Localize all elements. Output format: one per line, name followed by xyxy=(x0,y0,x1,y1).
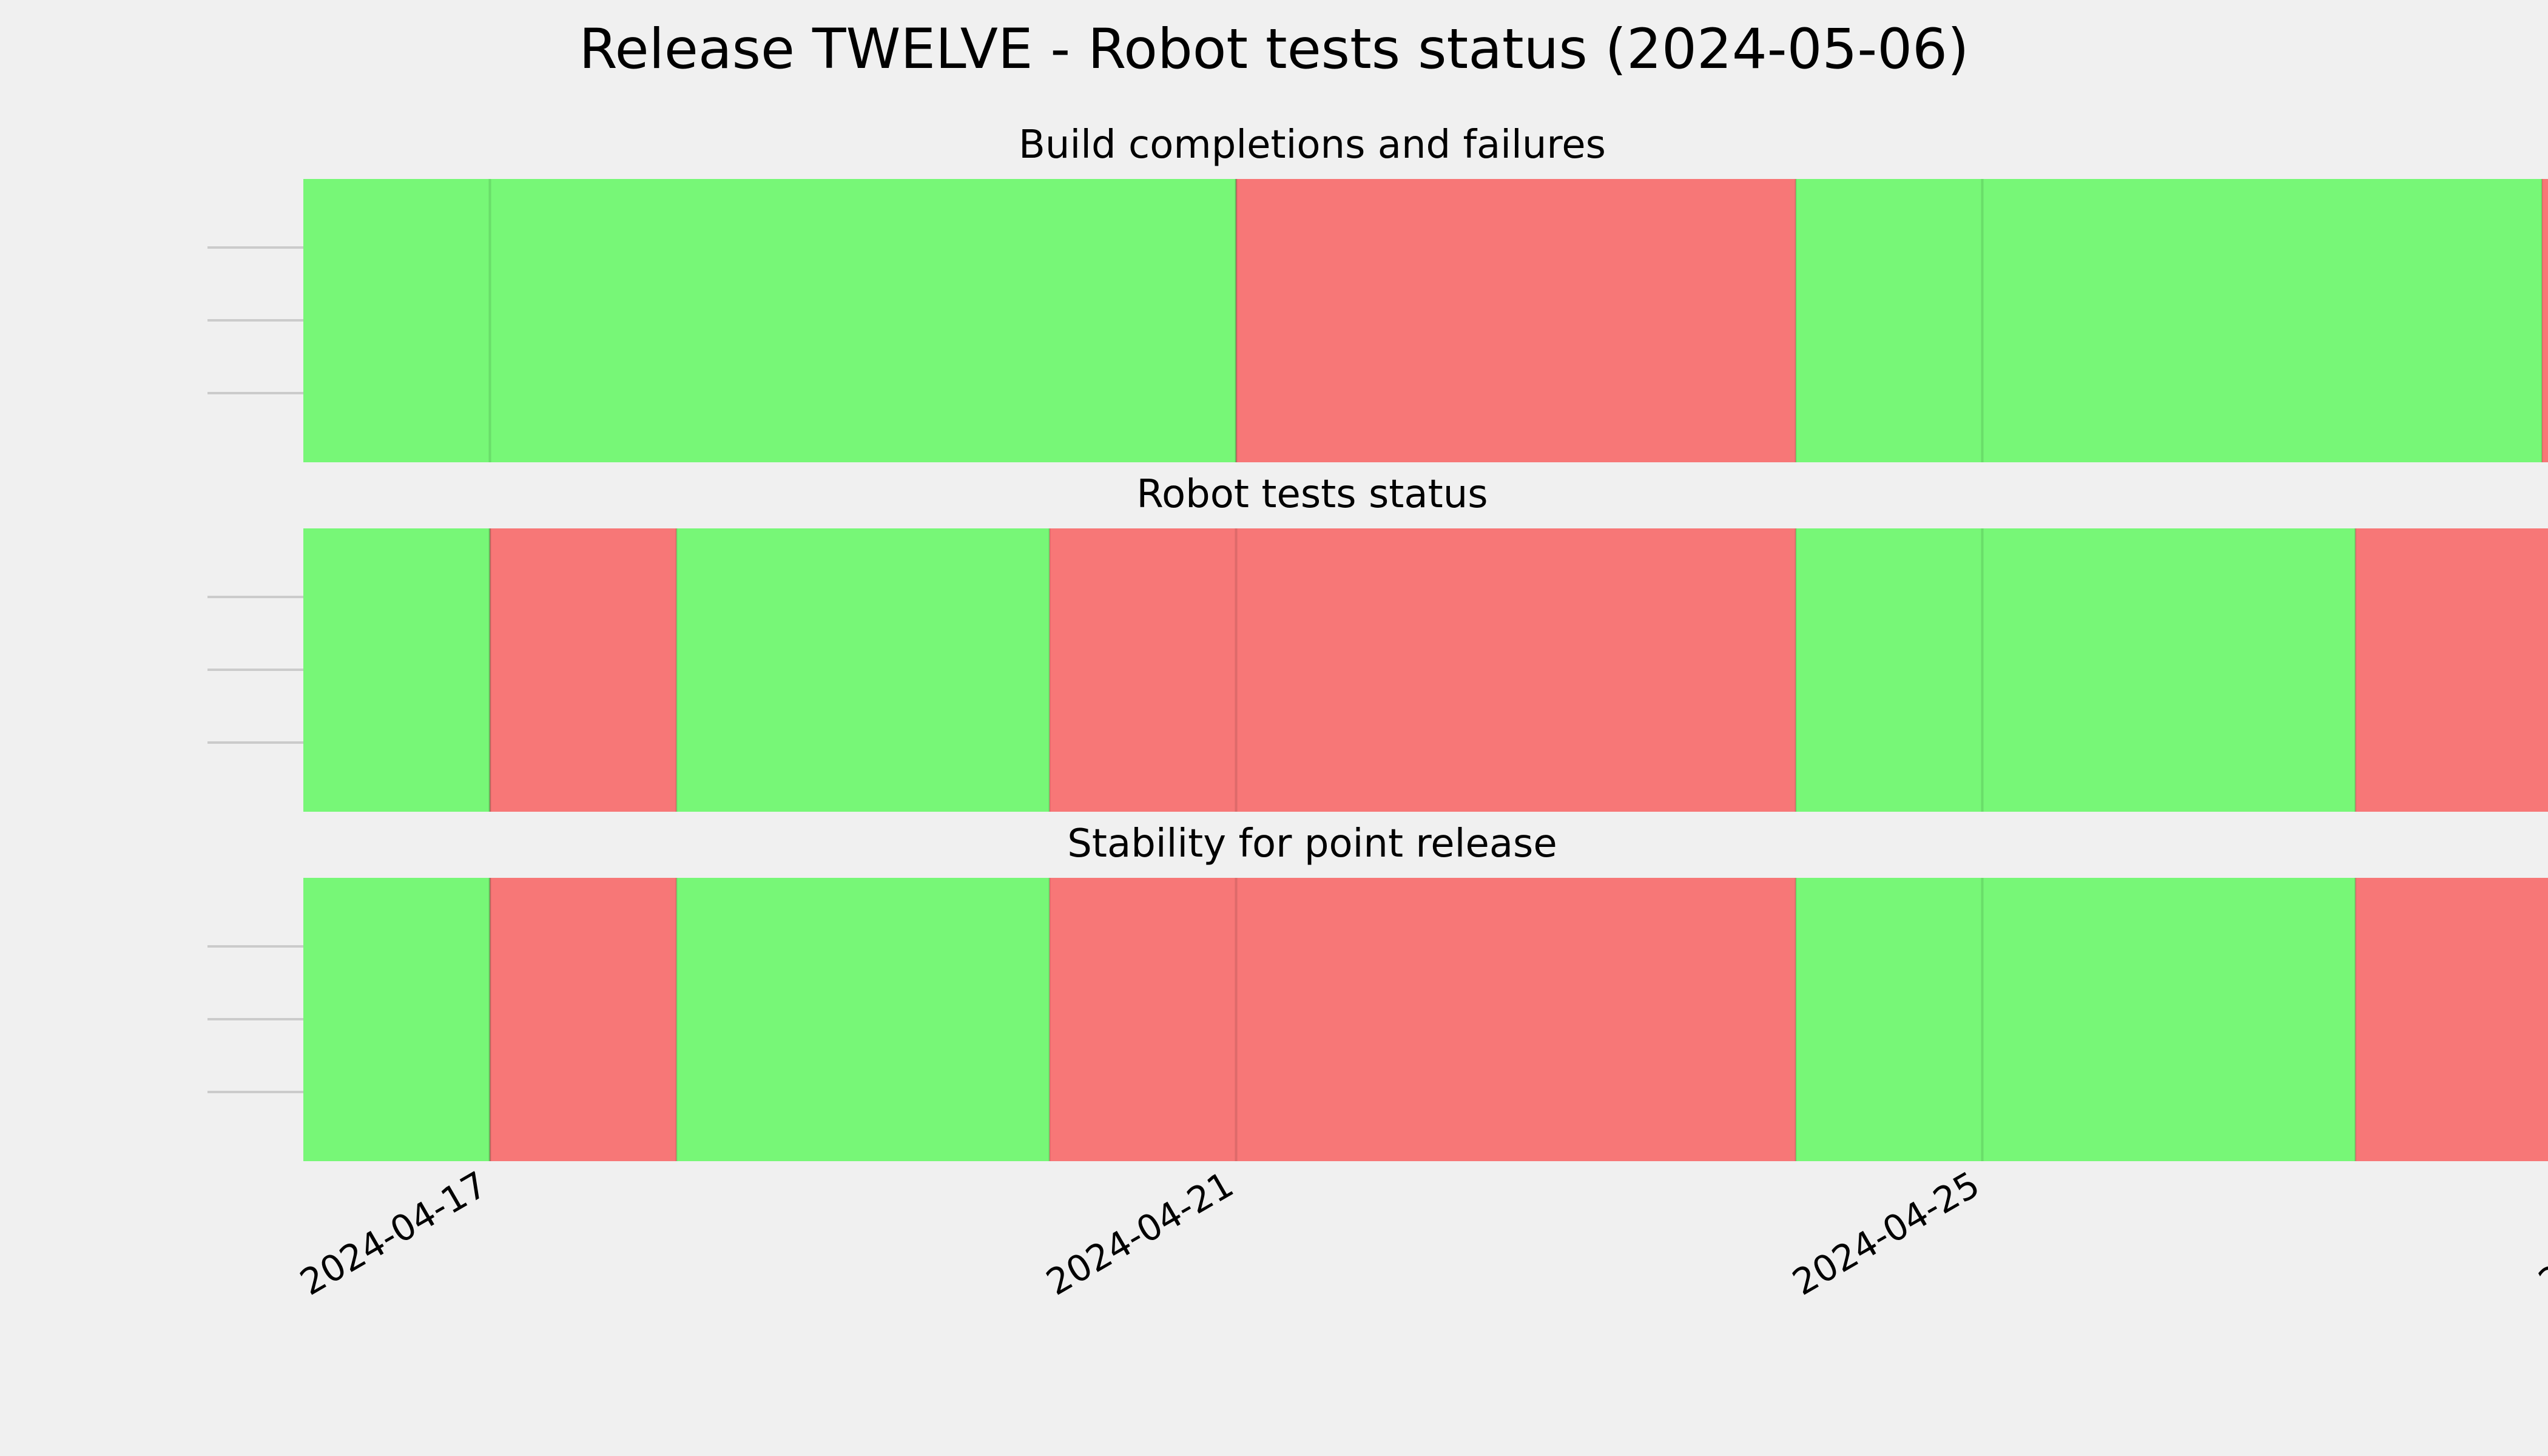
chart-title: Release TWELVE - Robot tests status (202… xyxy=(579,18,1969,81)
panel-3: Stability for point release xyxy=(207,821,2548,1161)
status-segment-pass xyxy=(1796,878,2356,1161)
status-segment-pass xyxy=(303,179,1236,462)
status-segment-pass xyxy=(676,528,1050,812)
status-segment-fail xyxy=(1050,878,1796,1161)
panel-1: Build completions and failures xyxy=(207,123,2548,462)
status-segment-fail xyxy=(1236,179,1796,462)
panel-title: Stability for point release xyxy=(1067,821,1557,866)
status-segment-pass xyxy=(676,878,1050,1161)
status-segment-fail xyxy=(490,528,676,812)
status-segment-pass xyxy=(303,878,490,1161)
status-segment-pass xyxy=(1796,528,2356,812)
status-segment-pass xyxy=(303,528,490,812)
status-segment-fail xyxy=(2542,179,2548,462)
panel-title: Build completions and failures xyxy=(1019,123,1606,167)
panel-2: Robot tests status xyxy=(207,472,2548,812)
panels: Build completions and failures Robot test… xyxy=(207,123,2548,1161)
status-segment-fail xyxy=(2355,878,2548,1161)
status-segment-fail xyxy=(1050,528,1796,812)
panel-title: Robot tests status xyxy=(1136,472,1488,517)
status-segment-fail xyxy=(2355,528,2548,812)
status-segment-pass xyxy=(1796,179,2542,462)
status-segment-fail xyxy=(490,878,676,1161)
